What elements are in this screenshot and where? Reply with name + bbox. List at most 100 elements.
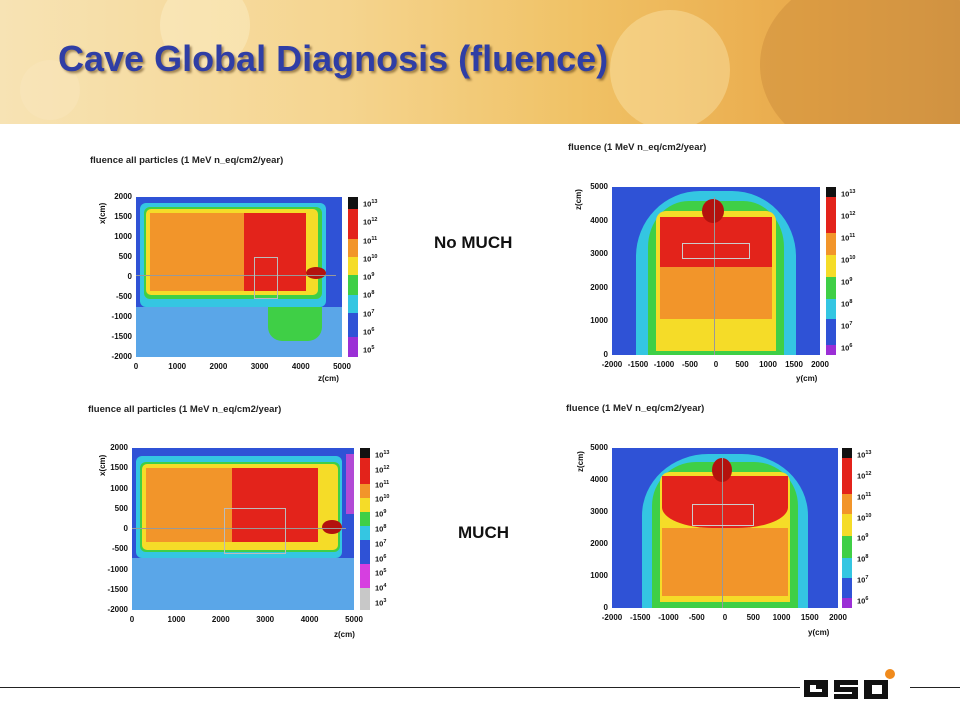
region-orange bbox=[660, 267, 772, 319]
y-tick-label: 1000 bbox=[110, 483, 128, 493]
color-scale bbox=[826, 187, 836, 355]
label-much: MUCH bbox=[458, 523, 509, 542]
x-tick-label: 2000 bbox=[211, 615, 230, 624]
plot-title: fluence (1 MeV n_eq/cm2/year) bbox=[566, 403, 705, 414]
gsi-logo bbox=[800, 668, 910, 704]
x-tick-label: -1000 bbox=[653, 360, 675, 369]
color-scale-label: 106 bbox=[375, 553, 387, 564]
color-scale-label: 1011 bbox=[841, 233, 856, 243]
region-orange bbox=[150, 213, 244, 291]
y-tick-label: 0 bbox=[123, 524, 128, 533]
y-tick-label: -2000 bbox=[107, 605, 128, 614]
y-tick-label: -2000 bbox=[111, 352, 132, 361]
color-scale-label: 1013 bbox=[363, 199, 378, 209]
color-scale-label: 107 bbox=[857, 575, 869, 585]
y-tick-label: -500 bbox=[111, 544, 128, 554]
detector-frame bbox=[224, 508, 286, 554]
y-tick-label: 1500 bbox=[114, 212, 132, 221]
detector-frame bbox=[682, 243, 750, 259]
beam-line bbox=[136, 275, 336, 276]
y-tick-label: 0 bbox=[603, 350, 608, 359]
color-scale-label: 1012 bbox=[375, 464, 390, 475]
x-tick-label: -500 bbox=[688, 613, 705, 622]
color-scale-label: 107 bbox=[375, 538, 387, 549]
y-tick-label: 4000 bbox=[590, 475, 608, 484]
x-tick-label: 3000 bbox=[256, 615, 275, 624]
color-scale-label: 107 bbox=[363, 308, 375, 319]
color-scale-label: 1010 bbox=[841, 255, 856, 265]
color-scale-label: 105 bbox=[375, 568, 387, 578]
region-red bbox=[660, 217, 772, 267]
y-tick-label: 1000 bbox=[114, 232, 132, 241]
y-axis-label: z(cm) bbox=[576, 451, 585, 472]
y-tick-label: -1500 bbox=[107, 584, 128, 594]
color-scale-label: 1013 bbox=[375, 450, 390, 460]
color-scale-label: 107 bbox=[841, 321, 853, 331]
x-tick-label: 1500 bbox=[800, 613, 819, 622]
color-scale-label: 106 bbox=[857, 596, 869, 606]
y-tick-label: 2000 bbox=[590, 539, 608, 548]
color-scale-label: 1010 bbox=[363, 253, 378, 264]
x-tick-label: 4000 bbox=[300, 615, 319, 624]
beam-line bbox=[714, 197, 715, 355]
x-tick-label: 1000 bbox=[759, 360, 777, 369]
x-axis-label: z(cm) bbox=[334, 630, 355, 639]
y-tick-label: 2000 bbox=[110, 443, 128, 452]
header-banner bbox=[0, 0, 960, 124]
x-tick-label: -2000 bbox=[601, 613, 623, 622]
color-scale-label: 1012 bbox=[363, 217, 378, 227]
region-dark-red bbox=[322, 520, 342, 534]
fluence-map bbox=[136, 197, 342, 357]
y-tick-label: 500 bbox=[118, 252, 132, 261]
y-tick-label: 5000 bbox=[590, 182, 608, 191]
region-red bbox=[662, 476, 788, 528]
y-tick-label: 2000 bbox=[114, 192, 132, 201]
y-axis-label: x(cm) bbox=[98, 202, 107, 224]
x-axis-label: z(cm) bbox=[318, 374, 339, 383]
x-tick-label: 5000 bbox=[333, 362, 351, 371]
x-tick-label: 0 bbox=[129, 615, 135, 624]
color-scale-label: 109 bbox=[857, 533, 869, 543]
x-tick-label: 1500 bbox=[785, 360, 803, 369]
region-dark-red bbox=[306, 267, 326, 279]
x-tick-label: 2000 bbox=[209, 362, 228, 371]
y-tick-label: 1500 bbox=[110, 463, 128, 473]
color-scale-label: 1012 bbox=[841, 211, 856, 221]
y-tick-label: -1500 bbox=[111, 332, 132, 341]
y-tick-label: -1000 bbox=[107, 564, 128, 574]
beam-line bbox=[722, 458, 723, 608]
y-tick-label: 2000 bbox=[590, 282, 608, 292]
x-tick-label: 1000 bbox=[772, 613, 791, 622]
y-tick-label: 500 bbox=[114, 503, 128, 513]
fluence-map bbox=[612, 187, 820, 355]
footer-divider bbox=[0, 687, 960, 688]
y-tick-label: -1000 bbox=[111, 312, 132, 321]
fluence-map bbox=[612, 448, 838, 608]
color-scale-label: 105 bbox=[363, 345, 375, 355]
x-tick-label: -1500 bbox=[627, 360, 649, 369]
color-scale-label: 1010 bbox=[375, 494, 390, 504]
decorative-circle bbox=[160, 0, 250, 70]
x-tick-label: 2000 bbox=[829, 613, 847, 622]
color-scale bbox=[842, 448, 852, 608]
color-scale-label: 109 bbox=[841, 277, 853, 287]
y-axis-label: z(cm) bbox=[574, 189, 583, 210]
y-axis-label: x(cm) bbox=[98, 454, 107, 476]
color-scale-label: 103 bbox=[375, 598, 387, 608]
color-scale bbox=[348, 197, 358, 357]
color-scale-label: 1012 bbox=[857, 470, 872, 481]
x-tick-label: 2000 bbox=[811, 360, 829, 369]
decorative-circle bbox=[20, 60, 80, 120]
region-green-low bbox=[268, 307, 322, 341]
color-scale-label: 109 bbox=[375, 509, 387, 519]
plot-title: fluence all particles (1 MeV n_eq/cm2/ye… bbox=[90, 155, 284, 166]
y-tick-label: 0 bbox=[127, 272, 132, 281]
y-tick-label: 3000 bbox=[590, 249, 608, 259]
color-scale-label: 108 bbox=[375, 524, 387, 534]
gsi-logo-icon bbox=[804, 669, 895, 699]
color-scale-label: 109 bbox=[363, 272, 375, 282]
slide-title: Cave Global Diagnosis (fluence) bbox=[58, 38, 609, 79]
y-tick-label: 3000 bbox=[590, 507, 608, 516]
region-red bbox=[232, 468, 318, 542]
label-no-much: No MUCH bbox=[434, 233, 513, 252]
